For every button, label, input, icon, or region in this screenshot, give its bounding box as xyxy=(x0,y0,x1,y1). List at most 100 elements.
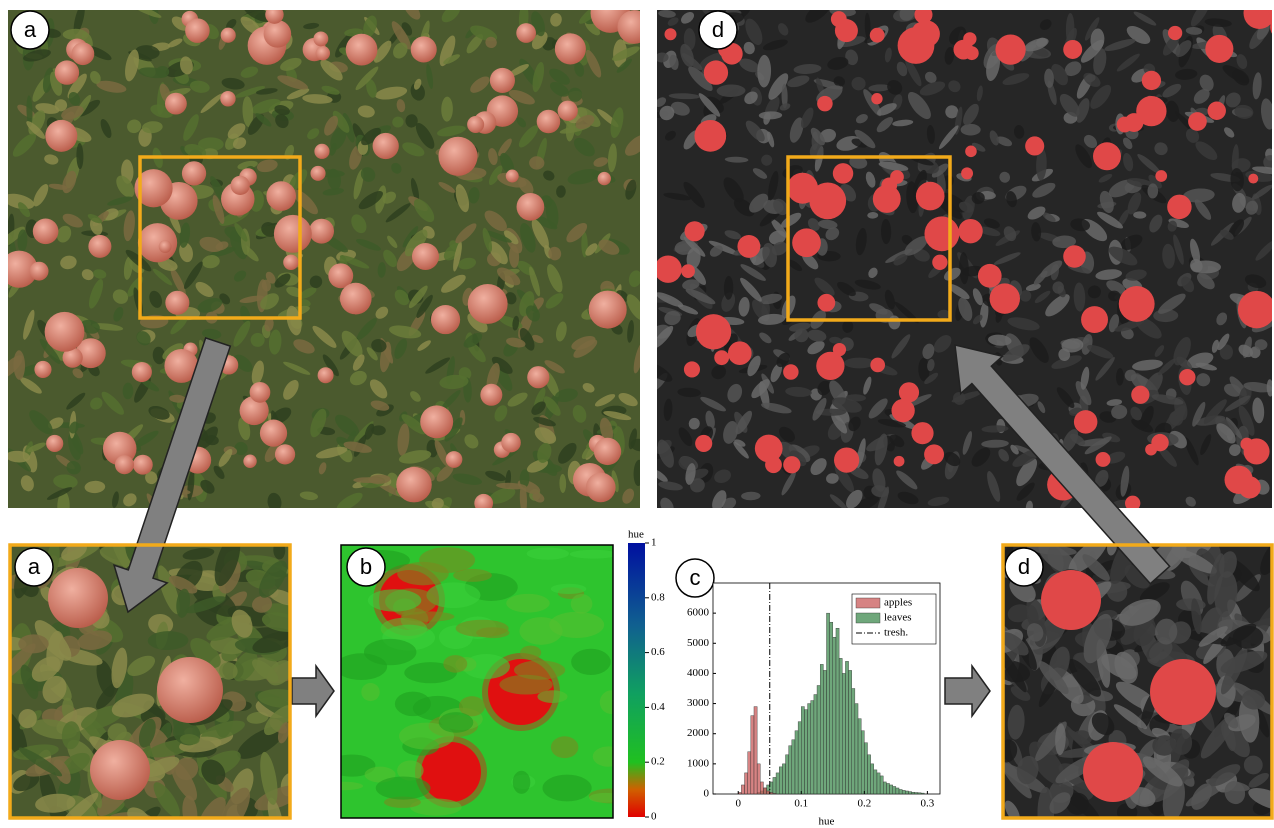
hue-patch xyxy=(368,589,422,611)
apple xyxy=(517,193,545,221)
apple-mask xyxy=(1205,35,1233,63)
hist-bar xyxy=(842,673,845,794)
hist-bar xyxy=(921,793,924,794)
apple-mask xyxy=(817,96,833,112)
hist-bar xyxy=(861,731,864,794)
apple-mask xyxy=(704,60,728,84)
apple xyxy=(420,405,453,438)
apple-mask xyxy=(1150,659,1216,725)
hist-bar xyxy=(908,792,911,794)
hist-bar xyxy=(817,685,820,794)
arrow xyxy=(945,666,990,716)
apple-mask xyxy=(1188,112,1207,131)
apple-mask xyxy=(1151,434,1168,451)
hist-bar xyxy=(779,767,782,794)
apple xyxy=(396,467,432,503)
apple-mask xyxy=(695,435,712,452)
apple-mask xyxy=(765,456,782,473)
hist-bar xyxy=(845,661,848,794)
apple-mask xyxy=(809,241,819,251)
hue-patch xyxy=(361,683,379,701)
apple-mask xyxy=(665,28,677,40)
colorbar-tick-label: 0 xyxy=(651,811,657,823)
y-tick-label: 4000 xyxy=(687,667,710,679)
apple xyxy=(265,5,283,23)
apple xyxy=(132,362,152,382)
panel-label: d xyxy=(1018,554,1030,579)
apple-mask xyxy=(881,177,897,193)
figure: adabcd00.20.40.60.8100.10.20.30100020003… xyxy=(0,0,1274,828)
apple-mask xyxy=(834,447,859,472)
apple xyxy=(266,181,296,211)
panel-label: b xyxy=(360,554,372,579)
legend-swatch xyxy=(856,613,880,623)
hue-patch xyxy=(593,746,625,766)
panel-label: d xyxy=(712,17,724,42)
hue-patch xyxy=(453,569,492,582)
hist-bar xyxy=(763,788,766,794)
colorbar-tick-label: 0.4 xyxy=(651,701,665,713)
leaf xyxy=(844,358,875,369)
apple xyxy=(243,455,256,468)
apple xyxy=(555,33,586,64)
hist-bar xyxy=(751,716,754,794)
apple xyxy=(157,657,223,723)
hist-bar xyxy=(782,764,785,794)
hist-bar xyxy=(814,695,817,794)
hist-bar xyxy=(899,789,902,794)
apple-mask xyxy=(891,399,914,422)
apple xyxy=(411,36,437,62)
hist-bar xyxy=(776,773,779,794)
apple-mask xyxy=(1239,476,1261,498)
apple xyxy=(138,223,177,262)
apple-mask xyxy=(978,264,1002,288)
apple-mask xyxy=(1131,386,1149,404)
hist-bar xyxy=(804,710,807,794)
apple xyxy=(446,451,463,468)
colorbar-tick-label: 0.2 xyxy=(651,756,665,768)
apple-mask xyxy=(1155,170,1167,182)
hist-bar xyxy=(890,785,893,794)
apple-mask xyxy=(783,456,800,473)
apple-mask xyxy=(1179,369,1195,385)
hist-bar xyxy=(820,664,823,794)
apple xyxy=(467,116,484,133)
hist-bar xyxy=(789,746,792,794)
apple xyxy=(34,361,51,378)
apple xyxy=(45,120,77,152)
hist-bar xyxy=(811,701,814,794)
hue-patch xyxy=(520,646,541,660)
x-tick-label: 0.2 xyxy=(857,798,871,810)
legend-label: leaves xyxy=(884,612,911,624)
x-tick-label: 0.3 xyxy=(921,798,935,810)
hist-bar xyxy=(808,704,811,794)
apple xyxy=(468,284,508,324)
apple xyxy=(594,438,621,465)
colorbar-tick-label: 1 xyxy=(651,537,657,549)
apple-mask xyxy=(1093,142,1121,170)
hist-bar xyxy=(786,755,789,794)
apple-mask xyxy=(1081,306,1108,333)
hist-bar xyxy=(858,719,861,794)
apple xyxy=(412,243,439,270)
hue-patch xyxy=(542,775,591,802)
hist-bar xyxy=(871,764,874,794)
apple xyxy=(264,20,292,48)
apple xyxy=(283,255,298,270)
legend-label: apples xyxy=(884,597,912,609)
hist-bar xyxy=(912,792,915,794)
hist-bar xyxy=(902,790,905,794)
apple-mask xyxy=(681,264,695,278)
apple xyxy=(490,68,515,93)
apple-mask xyxy=(1063,245,1086,268)
hue-patch xyxy=(499,675,552,695)
hist-bar xyxy=(823,670,826,794)
apple xyxy=(33,218,59,244)
apple xyxy=(589,291,627,329)
apple xyxy=(165,93,187,115)
x-tick-label: 0 xyxy=(735,798,741,810)
segmented-photo xyxy=(642,0,1274,520)
apple xyxy=(340,283,372,315)
panel-label: c xyxy=(690,565,701,590)
apple xyxy=(274,215,312,253)
